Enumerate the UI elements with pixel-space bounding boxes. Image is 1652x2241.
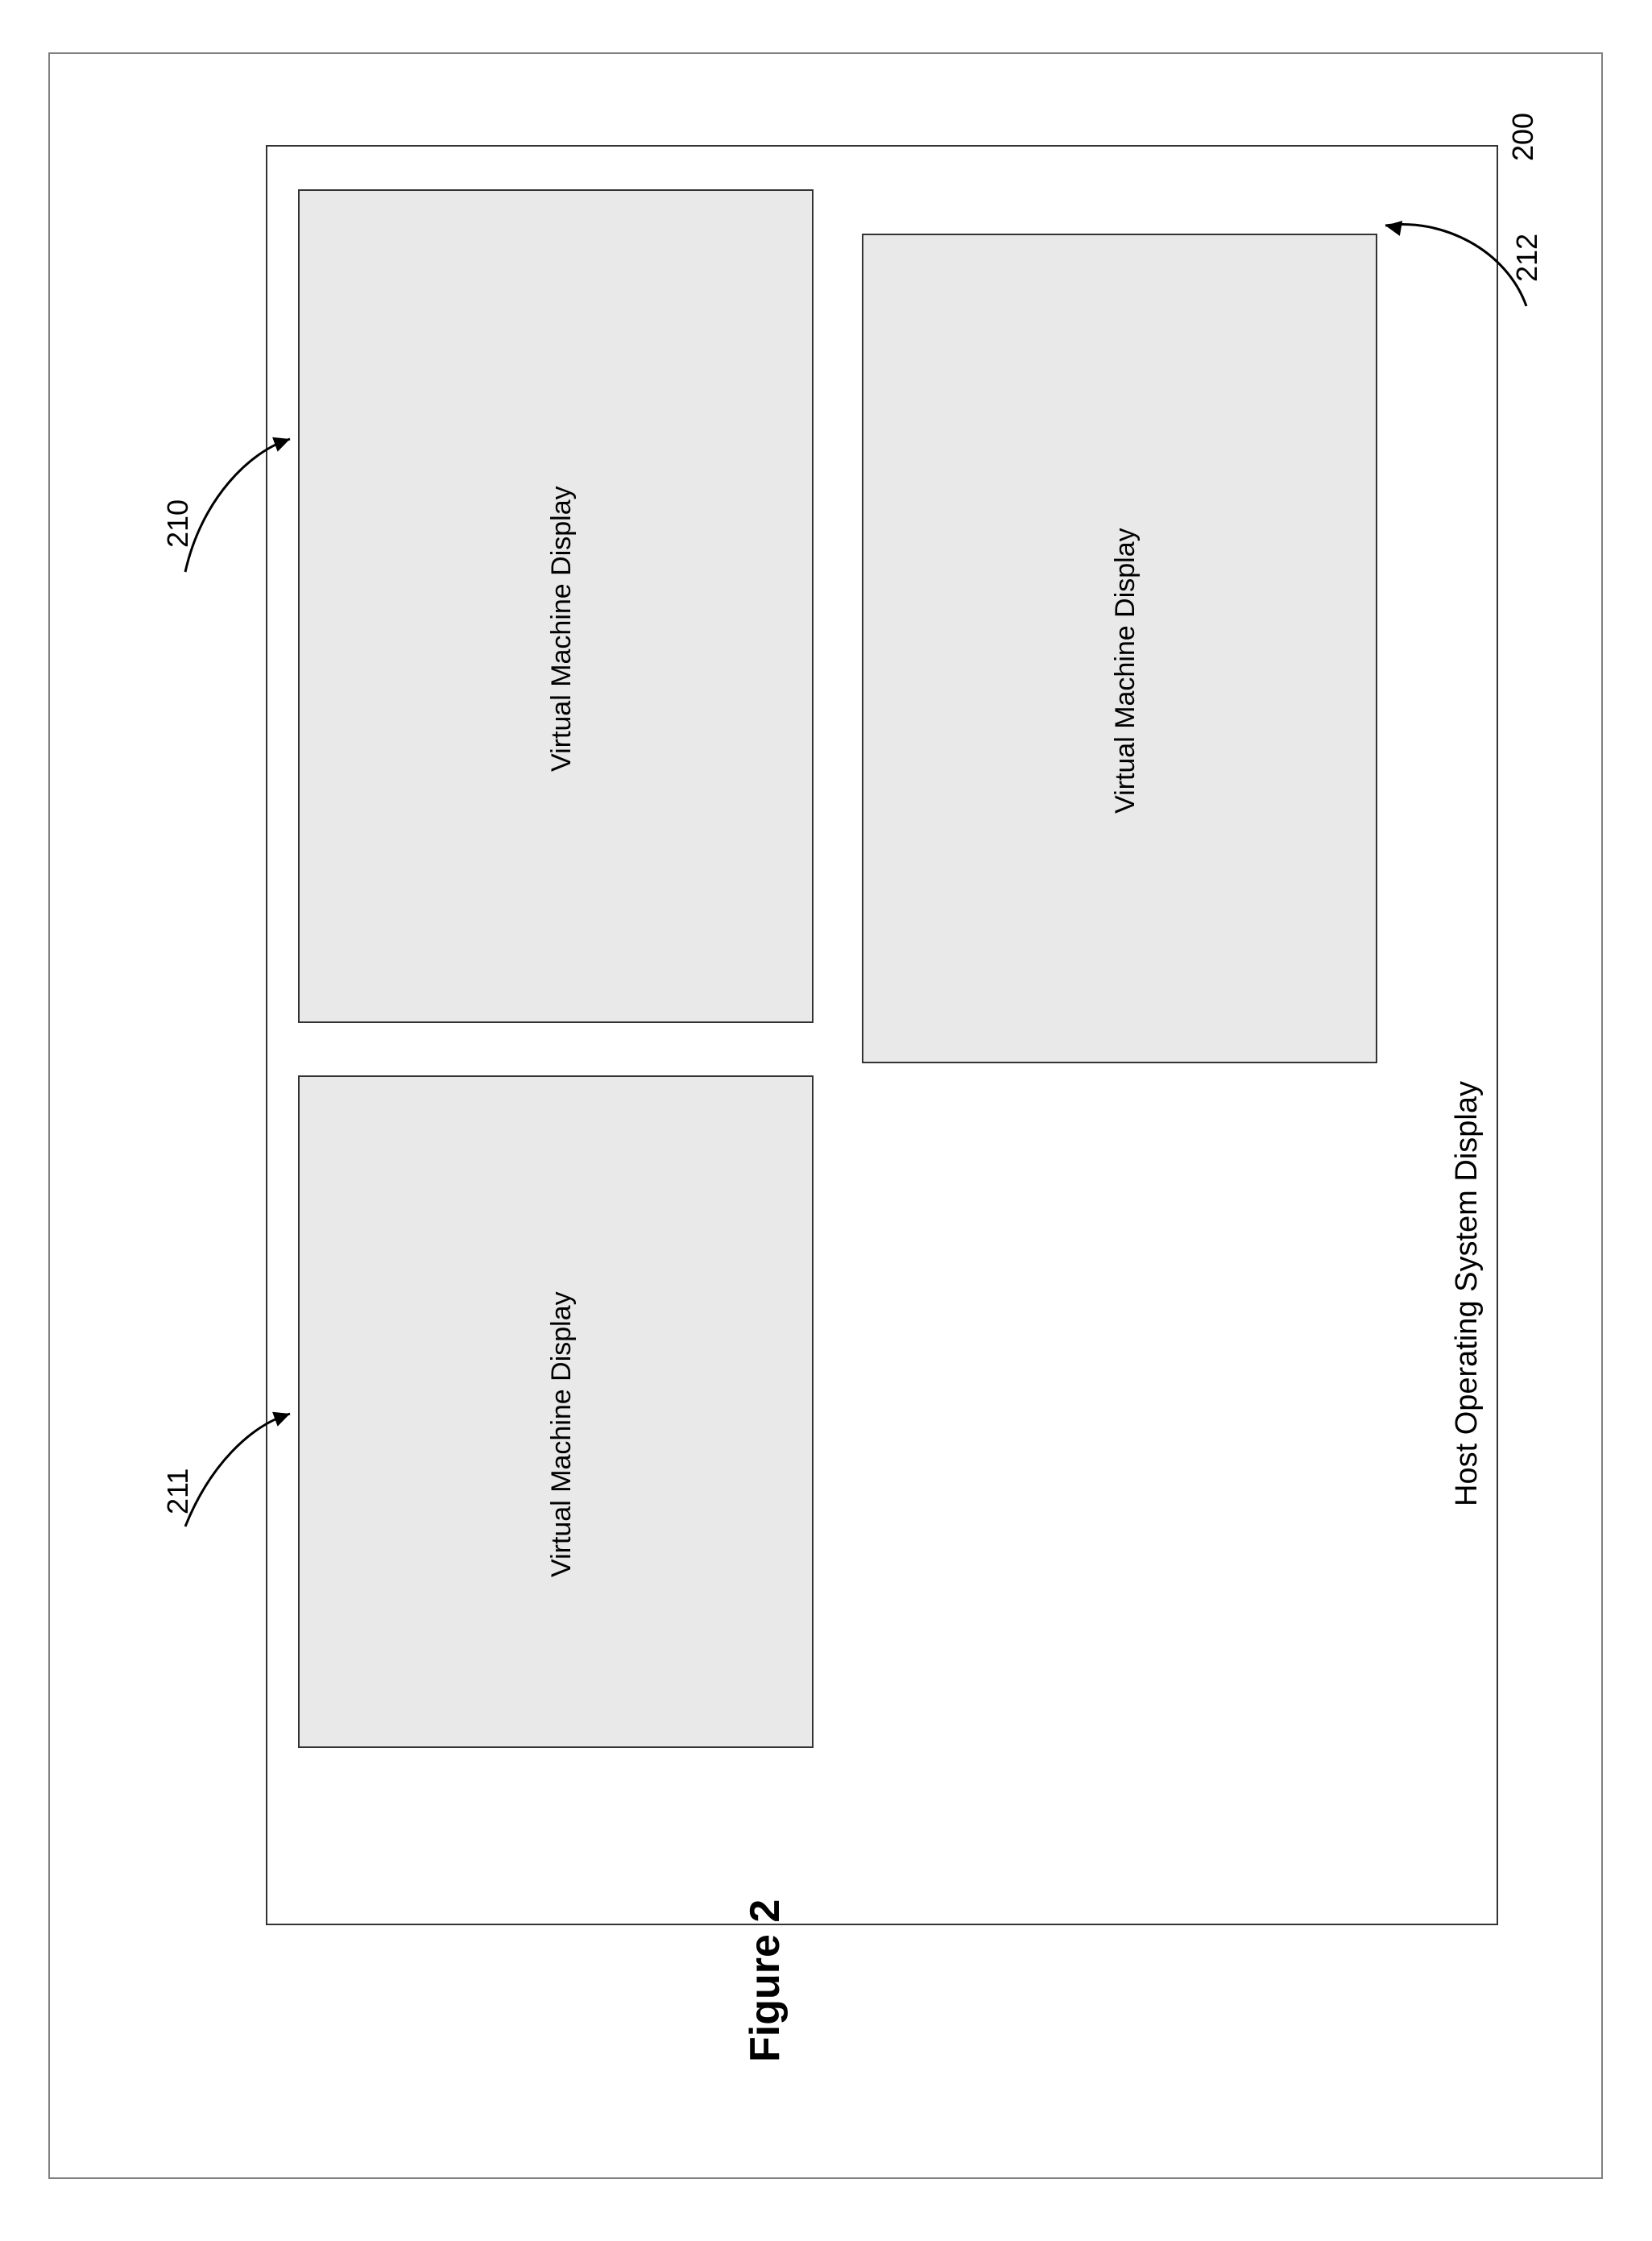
vm-display-label: Virtual Machine Display: [546, 486, 578, 772]
host-display-label: Host Operating System Display: [1450, 1081, 1484, 1506]
vm-display-label: Virtual Machine Display: [1110, 528, 1141, 814]
vm-display-212: Virtual Machine Display: [862, 234, 1377, 1063]
vm-display-211: Virtual Machine Display: [298, 1075, 814, 1748]
ref-label-211: 211: [161, 1468, 195, 1514]
vm-display-label: Virtual Machine Display: [546, 1291, 578, 1577]
ref-label-212: 212: [1510, 234, 1544, 282]
page-root: Virtual Machine Display Virtual Machine …: [0, 0, 1652, 2241]
ref-label-200: 200: [1506, 113, 1540, 161]
ref-label-210: 210: [161, 499, 195, 548]
figure-caption: Figure 2: [741, 1899, 789, 2062]
vm-display-210: Virtual Machine Display: [298, 189, 814, 1023]
